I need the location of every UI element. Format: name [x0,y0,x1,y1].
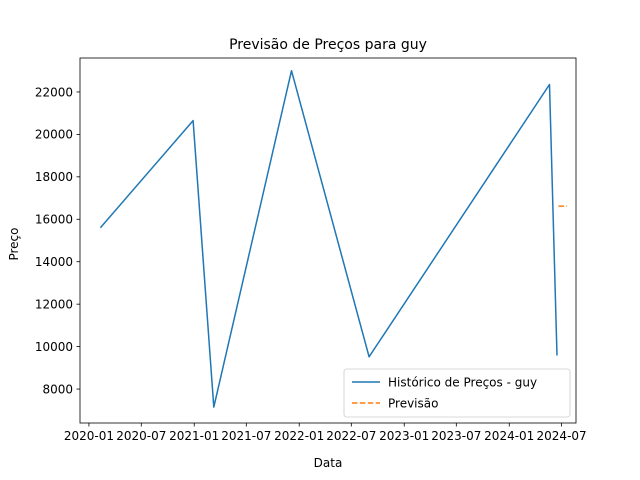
x-tick-label: 2023-01 [379,429,429,443]
axes-frame [79,57,577,424]
x-tick-label: 2024-01 [484,429,534,443]
y-tick-label: 10000 [35,340,73,354]
plot-area [99,69,568,408]
x-tick-label: 2020-01 [64,429,114,443]
legend-label-0: Histórico de Preços - guy [388,375,537,389]
y-tick-label: 22000 [35,85,73,99]
x-axis-title: Data [314,456,343,470]
y-axis-title: Preço [7,227,21,260]
y-tick-label: 12000 [35,297,73,311]
axes: 2020-01 2020-07 2021-01 2021-07 2022-01 2022-… [35,57,587,443]
legend: Histórico de Preços - guy Previsão [343,368,571,418]
series-line-0 [99,69,558,408]
y-tick-label: 14000 [35,255,73,269]
chart-title: Previsão de Preços para guy [229,37,427,53]
x-tick-label: 2022-07 [326,429,376,443]
x-tick-label: 2023-07 [431,429,481,443]
legend-label-1: Previsão [388,396,438,410]
y-tick-label: 20000 [35,128,73,142]
y-tick-label: 8000 [42,382,73,396]
y-tick-label: 18000 [35,170,73,184]
x-tick-label: 2020-07 [116,429,166,443]
y-tick-label: 16000 [35,213,73,227]
x-tick-label: 2022-01 [274,429,324,443]
x-tick-label: 2021-07 [221,429,271,443]
x-tick-label: 2024-07 [537,429,587,443]
legend-box [343,368,571,418]
x-tick-label: 2021-01 [169,429,219,443]
